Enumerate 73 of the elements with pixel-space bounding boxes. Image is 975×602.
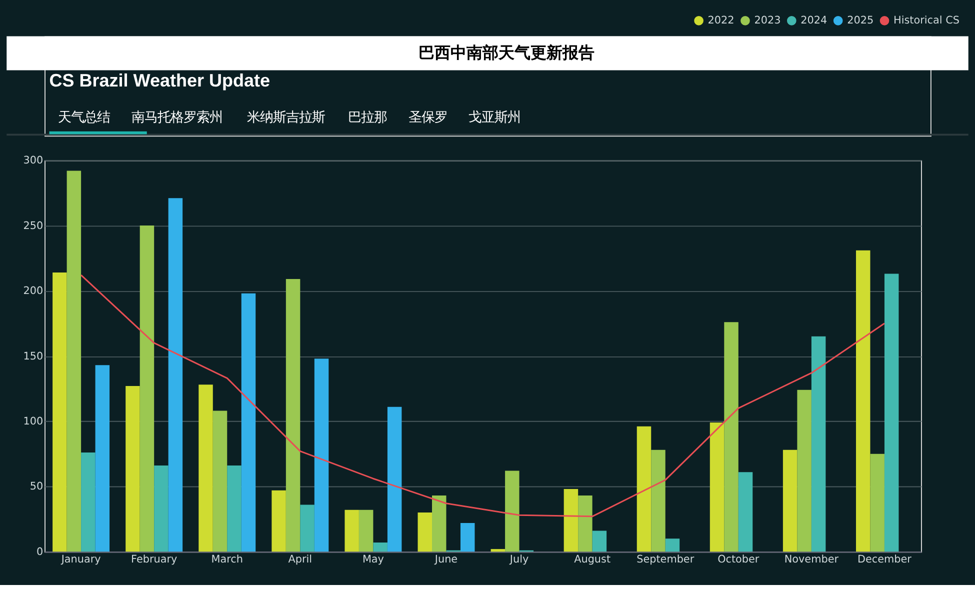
y-tick-label: 50	[30, 480, 44, 493]
chart-subtitle: CS Brazil Weather Update	[49, 70, 270, 90]
bar	[198, 384, 213, 552]
bar	[227, 466, 242, 552]
bar	[578, 496, 592, 552]
bar	[344, 510, 359, 552]
text: 巴拉那	[348, 110, 388, 126]
bar	[418, 512, 432, 552]
bar	[665, 538, 680, 552]
bar	[884, 274, 899, 552]
y-tick-label: 300	[23, 154, 44, 167]
bar	[724, 322, 738, 552]
bar	[373, 542, 388, 552]
bar	[81, 452, 96, 552]
text: 米纳斯吉拉斯	[246, 110, 325, 126]
bar	[66, 170, 82, 552]
bar	[738, 472, 753, 552]
bar	[154, 466, 168, 552]
bar	[432, 496, 446, 552]
bar	[212, 410, 228, 552]
text: 圣保罗	[408, 110, 448, 126]
bar	[710, 422, 724, 552]
x-tick-label: September	[636, 554, 695, 566]
x-tick-label: March	[211, 554, 243, 566]
y-tick-label: 100	[23, 416, 44, 428]
bar	[358, 510, 374, 552]
bar	[564, 489, 578, 552]
bar	[52, 272, 67, 552]
text: 南马托格罗索州	[132, 110, 223, 126]
bar	[168, 198, 183, 552]
bar	[286, 279, 300, 552]
y-tick-label: 0	[36, 546, 44, 558]
bar	[314, 358, 329, 552]
y-tick-label: 150	[23, 350, 44, 362]
x-tick-label: August	[574, 554, 611, 566]
legend-label: Historical CS	[894, 14, 960, 27]
bar	[126, 386, 140, 552]
text: 戈亚斯州	[468, 110, 521, 126]
chart-title: 巴西中南部天气更新报告	[418, 42, 594, 62]
bar	[140, 226, 154, 552]
text: 天气总结	[58, 110, 110, 126]
x-tick-label: January	[60, 554, 101, 566]
bar	[300, 504, 314, 552]
x-tick-label: November	[784, 554, 840, 566]
bar	[95, 365, 110, 552]
x-tick-label: July	[508, 554, 529, 566]
bar	[811, 336, 826, 552]
y-tick-label: 250	[23, 220, 44, 232]
x-tick-label: December	[857, 554, 912, 566]
bar	[782, 450, 798, 552]
y-tick-label: 200	[23, 285, 44, 298]
bar	[797, 390, 812, 552]
x-tick-label: June	[434, 554, 458, 566]
legend-label: 2022	[708, 14, 734, 27]
bar	[651, 450, 666, 552]
bar	[272, 490, 286, 552]
x-tick-label: October	[718, 554, 760, 566]
bar	[870, 454, 884, 552]
legend-label: 2024	[800, 14, 828, 27]
x-tick-label: April	[288, 554, 312, 566]
bar	[460, 522, 475, 552]
bar	[505, 470, 520, 552]
legend-label: 2023	[754, 14, 781, 27]
bar	[241, 293, 256, 552]
bar	[490, 549, 506, 552]
line-series	[80, 274, 886, 518]
x-tick-label: February	[131, 554, 178, 566]
bar	[387, 406, 402, 552]
legend-label: 2025	[847, 14, 874, 27]
x-tick-label: May	[362, 554, 384, 566]
bar	[856, 250, 870, 552]
bar	[636, 426, 652, 552]
bar	[592, 530, 607, 552]
